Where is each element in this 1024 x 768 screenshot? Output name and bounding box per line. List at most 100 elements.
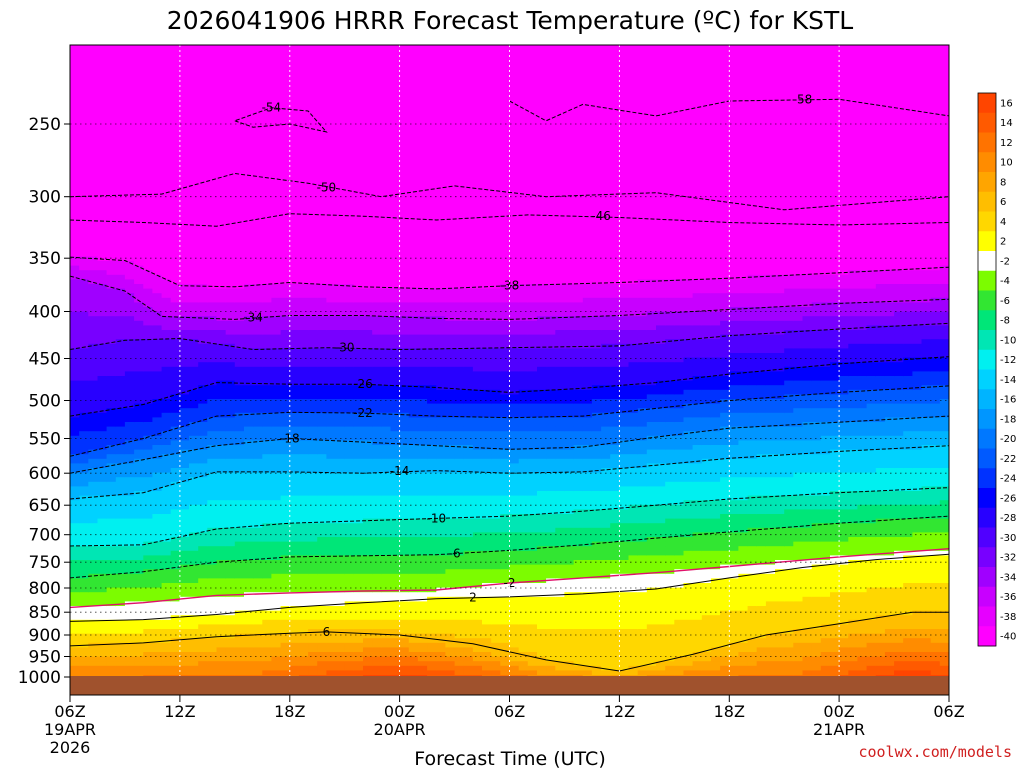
field-cell: [390, 284, 401, 290]
field-cell: [198, 169, 208, 175]
field-cell: [198, 279, 208, 285]
field-cell: [170, 458, 181, 464]
field-cell: [88, 412, 99, 418]
field-cell: [97, 412, 108, 418]
field-cell: [363, 578, 373, 584]
field-cell: [363, 348, 373, 354]
field-cell: [353, 178, 364, 184]
field-cell: [143, 665, 154, 671]
field-cell: [179, 100, 190, 106]
field-cell: [189, 113, 199, 119]
field-cell: [143, 58, 154, 64]
field-cell: [143, 339, 154, 345]
field-cell: [280, 412, 291, 418]
field-cell: [216, 486, 227, 492]
field-cell: [298, 284, 309, 290]
field-cell: [88, 537, 99, 543]
field-cell: [97, 109, 108, 115]
field-cell: [271, 601, 282, 607]
field-cell: [97, 251, 108, 257]
field-cell: [234, 376, 245, 382]
field-cell: [381, 261, 392, 267]
field-cell: [161, 592, 172, 598]
field-cell: [253, 113, 263, 119]
field-cell: [198, 348, 208, 354]
field-cell: [289, 54, 300, 60]
field-cell: [363, 514, 373, 520]
field-cell: [124, 118, 135, 124]
field-cell: [115, 49, 126, 55]
field-cell: [88, 541, 99, 547]
field-cell: [70, 256, 80, 262]
field-cell: [106, 339, 117, 345]
field-cell: [143, 578, 154, 584]
field-cell: [262, 385, 273, 391]
field-cell: [106, 477, 117, 483]
field-cell: [216, 619, 227, 625]
field-cell: [161, 389, 172, 395]
field-cell: [289, 219, 300, 225]
field-cell: [280, 357, 291, 363]
field-cell: [253, 339, 263, 345]
field-cell: [234, 173, 245, 179]
field-cell: [207, 518, 218, 524]
field-cell: [381, 330, 392, 336]
field-cell: [179, 104, 190, 110]
field-cell: [106, 320, 117, 326]
field-cell: [253, 109, 263, 115]
field-cell: [234, 495, 245, 501]
field-cell: [189, 652, 199, 658]
field-cell: [262, 362, 273, 368]
field-cell: [161, 380, 172, 386]
field-cell: [170, 624, 181, 630]
field-cell: [152, 302, 163, 308]
field-cell: [198, 578, 208, 584]
field-cell: [97, 127, 108, 133]
field-cell: [262, 72, 273, 78]
field-cell: [353, 509, 364, 515]
field-cell: [271, 256, 282, 262]
field-cell: [161, 500, 172, 506]
field-cell: [308, 642, 318, 648]
field-cell: [372, 228, 382, 234]
field-cell: [115, 72, 126, 78]
field-cell: [198, 228, 208, 234]
field-cell: [179, 362, 190, 368]
field-cell: [70, 261, 80, 267]
field-cell: [198, 251, 208, 257]
field-cell: [179, 463, 190, 469]
field-cell: [381, 49, 392, 55]
field-cell: [234, 532, 245, 538]
field-cell: [271, 619, 282, 625]
field-cell: [262, 477, 273, 483]
field-cell: [161, 173, 172, 179]
field-cell: [344, 615, 355, 621]
field-cell: [88, 201, 99, 207]
field-cell: [161, 449, 172, 455]
field-cell: [189, 422, 199, 428]
field-cell: [189, 164, 199, 170]
field-cell: [225, 619, 236, 625]
field-cell: [335, 219, 346, 225]
field-cell: [179, 665, 190, 671]
field-cell: [326, 656, 337, 662]
field-cell: [115, 426, 126, 432]
field-cell: [390, 320, 401, 326]
field-cell: [115, 192, 126, 198]
field-cell: [207, 573, 218, 579]
field-cell: [143, 178, 154, 184]
field-cell: [326, 100, 337, 106]
field-cell: [280, 564, 291, 570]
field-cell: [152, 560, 163, 566]
field-cell: [317, 445, 327, 451]
field-cell: [262, 647, 273, 653]
field-cell: [308, 596, 318, 602]
field-cell: [115, 279, 126, 285]
field-cell: [372, 362, 382, 368]
field-cell: [70, 458, 80, 464]
field-cell: [189, 523, 199, 529]
field-cell: [106, 619, 117, 625]
field-cell: [335, 445, 346, 451]
field-cell: [225, 293, 236, 299]
field-cell: [363, 182, 373, 188]
